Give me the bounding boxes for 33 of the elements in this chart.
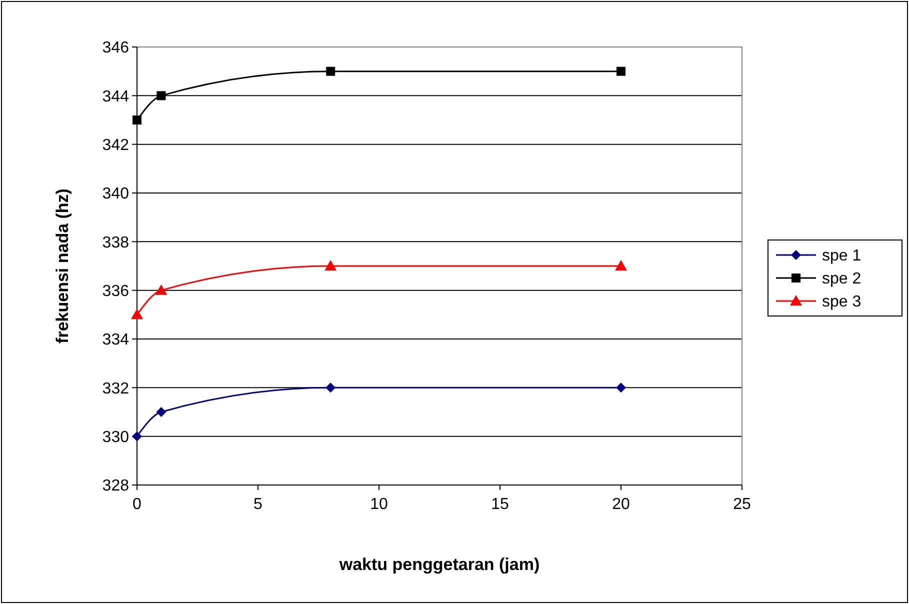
y-axis-title: frekuensi nada (hz) (53, 188, 72, 344)
x-tick-label: 20 (612, 496, 630, 513)
y-tick-label: 330 (102, 428, 130, 446)
x-tick-label: 0 (132, 496, 142, 513)
point (326, 382, 336, 393)
x-axis-title: waktu penggetaran (jam) (338, 555, 540, 574)
point (155, 284, 168, 295)
point (616, 66, 626, 76)
x-tick-label: 10 (370, 496, 388, 513)
point (616, 382, 626, 393)
y-tick-label: 346 (102, 40, 130, 57)
y-tick-label: 328 (102, 478, 130, 495)
y-tick-label: 344 (102, 88, 130, 106)
y-tick-label: 332 (102, 380, 130, 398)
y-tick-label: 336 (102, 282, 130, 300)
point (156, 91, 166, 100)
y-tick-label: 334 (102, 332, 130, 349)
y-tick-label: 338 (102, 234, 130, 252)
point (615, 260, 627, 270)
y-tick-label: 340 (102, 186, 130, 203)
point (326, 66, 336, 76)
y-tick-label: 342 (102, 136, 130, 154)
legend-label: spe 3 (822, 294, 862, 311)
x-tick-label: 15 (491, 496, 509, 513)
x-tick-label: 5 (254, 496, 263, 513)
point (132, 431, 142, 442)
x-tick-label: 25 (733, 496, 751, 513)
point (132, 116, 142, 124)
point (131, 308, 143, 320)
legend-label: spe 2 (822, 270, 862, 288)
point (156, 407, 166, 417)
point (324, 260, 337, 270)
legend-label: spe 1 (822, 248, 862, 265)
